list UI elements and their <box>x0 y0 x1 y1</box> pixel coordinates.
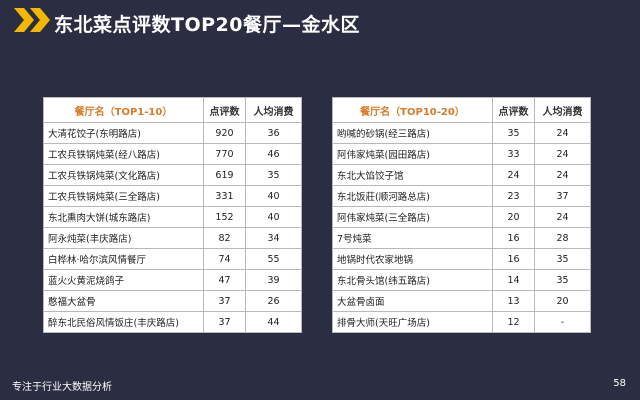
review-count-cell: 14 <box>492 269 535 291</box>
avg-spend-cell: 46 <box>245 143 302 165</box>
restaurant-name-cell: 阿永炖菜(丰庆路店) <box>43 227 204 249</box>
table-row: 7号炖菜 16 28 <box>332 227 591 249</box>
restaurant-name-cell: 地锅时代农家地锅 <box>332 248 493 270</box>
chevron-icon <box>14 8 34 32</box>
avg-spend-cell: 24 <box>534 122 591 144</box>
avg-spend-cell: 40 <box>245 206 302 228</box>
page-number: 58 <box>613 378 626 389</box>
review-count-cell: 12 <box>492 311 535 333</box>
avg-spend-cell: 35 <box>245 164 302 186</box>
restaurant-name-cell: 东北饭莊(顺河路总店) <box>332 185 493 207</box>
restaurant-name-cell: 东北熏肉大饼(城东路店) <box>43 206 204 228</box>
avg-spend-cell: 39 <box>245 269 302 291</box>
table-row: 大盆骨卤面 13 20 <box>332 290 591 312</box>
avg-spend-cell: - <box>534 311 591 333</box>
review-count-cell: 37 <box>203 290 246 312</box>
restaurant-name-cell: 东北骨头馆(纬五路店) <box>332 269 493 291</box>
avg-spend-cell: 35 <box>534 269 591 291</box>
review-count-cell: 13 <box>492 290 535 312</box>
restaurant-name-cell: 排骨大师(天旺广场店) <box>332 311 493 333</box>
review-count-cell: 82 <box>203 227 246 249</box>
ranking-table-top1-10: 餐厅名（TOP1-10） 点评数 人均消费 大清花饺子(东明路店) 920 36 工农… <box>43 97 302 333</box>
column-header-reviews: 点评数 <box>492 97 535 123</box>
table-row: 憨福大盆骨 37 26 <box>43 290 302 312</box>
restaurant-name-cell: 醉东北民俗风情饭庄(丰庆路店) <box>43 311 204 333</box>
table-row: 东北骨头馆(纬五路店) 14 35 <box>332 269 591 291</box>
restaurant-name-cell: 大盆骨卤面 <box>332 290 493 312</box>
column-header-name: 餐厅名（TOP1-10） <box>43 97 204 123</box>
table-row: 阿伟家炖菜(园田路店) 33 24 <box>332 143 591 165</box>
restaurant-name-cell: 阿伟家炖菜(三全路店) <box>332 206 493 228</box>
table-row: 大清花饺子(东明路店) 920 36 <box>43 122 302 144</box>
table-row: 东北熏肉大饼(城东路店) 152 40 <box>43 206 302 228</box>
avg-spend-cell: 44 <box>245 311 302 333</box>
review-count-cell: 23 <box>492 185 535 207</box>
avg-spend-cell: 24 <box>534 206 591 228</box>
avg-spend-cell: 26 <box>245 290 302 312</box>
review-count-cell: 770 <box>203 143 246 165</box>
ranking-table-top10-20: 餐厅名（TOP10-20） 点评数 人均消费 哟喊的砂锅(经三路店) 35 24 阿伟… <box>332 97 591 333</box>
review-count-cell: 152 <box>203 206 246 228</box>
restaurant-name-cell: 工农兵铁锅炖菜(三全路店) <box>43 185 204 207</box>
review-count-cell: 35 <box>492 122 535 144</box>
column-header-name: 餐厅名（TOP10-20） <box>332 97 493 123</box>
review-count-cell: 24 <box>492 164 535 186</box>
table-row: 地锅时代农家地锅 16 35 <box>332 248 591 270</box>
restaurant-name-cell: 白桦林·哈尔滨风情餐厅 <box>43 248 204 270</box>
review-count-cell: 47 <box>203 269 246 291</box>
review-count-cell: 619 <box>203 164 246 186</box>
column-header-avg-spend: 人均消费 <box>245 97 302 123</box>
avg-spend-cell: 28 <box>534 227 591 249</box>
restaurant-name-cell: 7号炖菜 <box>332 227 493 249</box>
avg-spend-cell: 35 <box>534 248 591 270</box>
column-header-reviews: 点评数 <box>203 97 246 123</box>
review-count-cell: 20 <box>492 206 535 228</box>
avg-spend-cell: 24 <box>534 164 591 186</box>
table-row: 东北大馅饺子馆 24 24 <box>332 164 591 186</box>
table-row: 哟喊的砂锅(经三路店) 35 24 <box>332 122 591 144</box>
review-count-cell: 920 <box>203 122 246 144</box>
avg-spend-cell: 55 <box>245 248 302 270</box>
review-count-cell: 37 <box>203 311 246 333</box>
restaurant-name-cell: 蓝火火黄泥烧鸽子 <box>43 269 204 291</box>
footer-tagline: 专注于行业大数据分析 <box>12 382 112 393</box>
review-count-cell: 16 <box>492 227 535 249</box>
review-count-cell: 33 <box>492 143 535 165</box>
table-row: 工农兵铁锅炖菜(三全路店) 331 40 <box>43 185 302 207</box>
table-row: 阿永炖菜(丰庆路店) 82 34 <box>43 227 302 249</box>
table-row: 工农兵铁锅炖菜(文化路店) 619 35 <box>43 164 302 186</box>
restaurant-name-cell: 工农兵铁锅炖菜(文化路店) <box>43 164 204 186</box>
page-title: 东北菜点评数TOP20餐厅—金水区 <box>54 14 360 36</box>
column-header-avg-spend: 人均消费 <box>534 97 591 123</box>
table-row: 蓝火火黄泥烧鸽子 47 39 <box>43 269 302 291</box>
avg-spend-cell: 36 <box>245 122 302 144</box>
table-header-row: 餐厅名（TOP1-10） 点评数 人均消费 <box>43 97 302 123</box>
restaurant-name-cell: 阿伟家炖菜(园田路店) <box>332 143 493 165</box>
review-count-cell: 331 <box>203 185 246 207</box>
restaurant-name-cell: 东北大馅饺子馆 <box>332 164 493 186</box>
restaurant-name-cell: 大清花饺子(东明路店) <box>43 122 204 144</box>
table-row: 工农兵铁锅炖菜(经八路店) 770 46 <box>43 143 302 165</box>
table-row: 阿伟家炖菜(三全路店) 20 24 <box>332 206 591 228</box>
table-row: 东北饭莊(顺河路总店) 23 37 <box>332 185 591 207</box>
review-count-cell: 16 <box>492 248 535 270</box>
restaurant-name-cell: 憨福大盆骨 <box>43 290 204 312</box>
restaurant-name-cell: 工农兵铁锅炖菜(经八路店) <box>43 143 204 165</box>
avg-spend-cell: 34 <box>245 227 302 249</box>
table-row: 排骨大师(天旺广场店) 12- <box>332 311 591 333</box>
avg-spend-cell: 40 <box>245 185 302 207</box>
table-row: 醉东北民俗风情饭庄(丰庆路店) 37 44 <box>43 311 302 333</box>
avg-spend-cell: 20 <box>534 290 591 312</box>
table-row: 白桦林·哈尔滨风情餐厅 74 55 <box>43 248 302 270</box>
avg-spend-cell: 24 <box>534 143 591 165</box>
restaurant-name-cell: 哟喊的砂锅(经三路店) <box>332 122 493 144</box>
avg-spend-cell: 37 <box>534 185 591 207</box>
table-header-row: 餐厅名（TOP10-20） 点评数 人均消费 <box>332 97 591 123</box>
chevron-icon-2 <box>30 8 50 32</box>
review-count-cell: 74 <box>203 248 246 270</box>
